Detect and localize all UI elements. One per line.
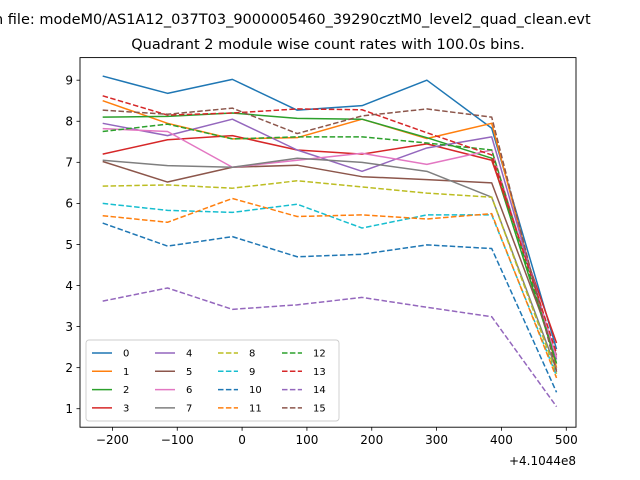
legend-label-8: 8 (249, 349, 255, 360)
series-line-5 (102, 160, 558, 356)
plot-series-group (102, 75, 558, 408)
series-line-14 (102, 287, 558, 408)
legend-label-7: 7 (186, 404, 192, 415)
x-tick-label: 100 (295, 433, 318, 447)
x-axis-offset-label: +4.1044e8 (509, 454, 576, 468)
series-line-12 (102, 123, 558, 364)
legend-label-12: 12 (313, 349, 326, 360)
series-line-10 (102, 222, 558, 393)
y-tick-label: 7 (65, 156, 73, 170)
x-tick-label: 0 (238, 433, 246, 447)
series-line-13 (102, 95, 558, 354)
y-tick-label: 8 (65, 115, 73, 129)
legend-label-14: 14 (313, 385, 326, 396)
legend-label-13: 13 (313, 367, 326, 378)
y-tick-label: 5 (65, 238, 73, 252)
y-tick-label: 1 (65, 402, 73, 416)
x-axis: −200 −100 0 100 200 300 400 500 (96, 427, 578, 447)
legend-label-4: 4 (186, 349, 192, 360)
x-tick-label: 200 (360, 433, 383, 447)
legend-label-2: 2 (123, 385, 129, 396)
legend-label-5: 5 (186, 367, 192, 378)
legend-label-6: 6 (186, 385, 192, 396)
legend-label-0: 0 (123, 349, 129, 360)
series-line-7 (102, 157, 558, 370)
series-line-8 (102, 180, 558, 375)
y-tick-label: 2 (65, 361, 73, 375)
legend-label-11: 11 (249, 404, 262, 415)
x-tick-label: 500 (555, 433, 578, 447)
chart-title: Quadrant 2 module wise count rates with … (131, 37, 525, 53)
y-tick-label: 3 (65, 320, 73, 334)
series-line-6 (102, 127, 558, 358)
legend-label-1: 1 (123, 367, 129, 378)
legend-box (85, 339, 340, 422)
y-tick-label: 9 (65, 73, 73, 87)
series-line-11 (102, 197, 558, 379)
y-tick-label: 4 (65, 279, 73, 293)
x-tick-label: 300 (425, 433, 448, 447)
legend-label-15: 15 (313, 404, 326, 415)
x-tick-label: −100 (161, 433, 194, 447)
legend-label-10: 10 (249, 385, 262, 396)
x-tick-label: −200 (96, 433, 129, 447)
y-tick-label: 6 (65, 197, 73, 211)
series-line-0 (102, 75, 558, 350)
x-tick-label: 400 (490, 433, 513, 447)
series-line-3 (102, 134, 558, 344)
plot-frame (79, 57, 577, 428)
y-axis: 1 2 3 4 5 6 7 8 9 (65, 73, 80, 416)
legend-label-3: 3 (123, 404, 129, 415)
series-line-2 (102, 112, 558, 364)
series-line-15 (102, 107, 558, 372)
legend-label-9: 9 (249, 367, 255, 378)
figure-suptitle: n file: modeM0/AS1A12_037T03_9000005460_… (0, 12, 591, 28)
